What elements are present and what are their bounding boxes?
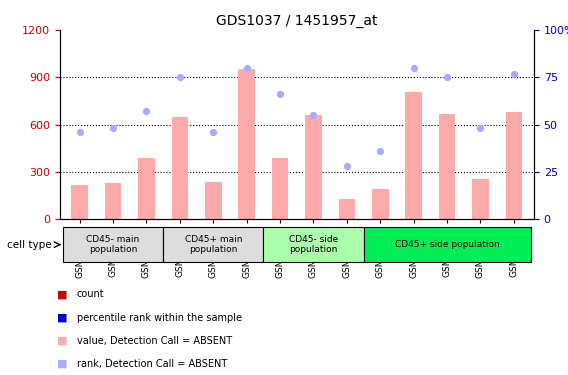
Text: ■: ■ <box>57 290 68 299</box>
Text: cell type: cell type <box>7 240 52 249</box>
Point <box>142 108 151 114</box>
Point <box>442 74 452 80</box>
Text: percentile rank within the sample: percentile rank within the sample <box>77 313 241 322</box>
Bar <box>506 112 522 219</box>
Point <box>509 70 519 76</box>
FancyBboxPatch shape <box>163 227 264 262</box>
Text: CD45+ main
population: CD45+ main population <box>185 235 242 254</box>
Point <box>275 92 285 98</box>
Text: CD45- side
population: CD45- side population <box>289 235 338 254</box>
Bar <box>438 114 456 219</box>
Point <box>309 112 318 118</box>
Bar <box>305 115 322 219</box>
Text: CD45- main
population: CD45- main population <box>86 235 140 254</box>
Bar <box>272 158 289 219</box>
Bar <box>138 158 155 219</box>
Bar <box>205 182 222 219</box>
Bar <box>105 183 122 219</box>
Text: count: count <box>77 290 105 299</box>
Text: rank, Detection Call = ABSENT: rank, Detection Call = ABSENT <box>77 359 227 369</box>
FancyBboxPatch shape <box>364 227 531 262</box>
Point <box>176 74 185 80</box>
Point <box>75 129 84 135</box>
Bar <box>472 179 489 219</box>
Point <box>343 164 352 170</box>
Point <box>376 148 385 154</box>
Point <box>108 126 118 132</box>
Bar <box>172 117 188 219</box>
Point <box>242 65 251 71</box>
Text: ■: ■ <box>57 359 68 369</box>
Bar <box>72 184 88 219</box>
Text: CD45+ side population: CD45+ side population <box>395 240 499 249</box>
Title: GDS1037 / 1451957_at: GDS1037 / 1451957_at <box>216 13 378 28</box>
Point <box>409 65 418 71</box>
FancyBboxPatch shape <box>63 227 163 262</box>
FancyBboxPatch shape <box>264 227 364 262</box>
Bar <box>339 199 355 219</box>
Point <box>476 126 485 132</box>
Text: ■: ■ <box>57 313 68 322</box>
Text: ■: ■ <box>57 336 68 346</box>
Bar <box>239 69 255 219</box>
Point <box>208 129 218 135</box>
Text: value, Detection Call = ABSENT: value, Detection Call = ABSENT <box>77 336 232 346</box>
Bar <box>372 189 389 219</box>
Bar <box>406 92 422 219</box>
